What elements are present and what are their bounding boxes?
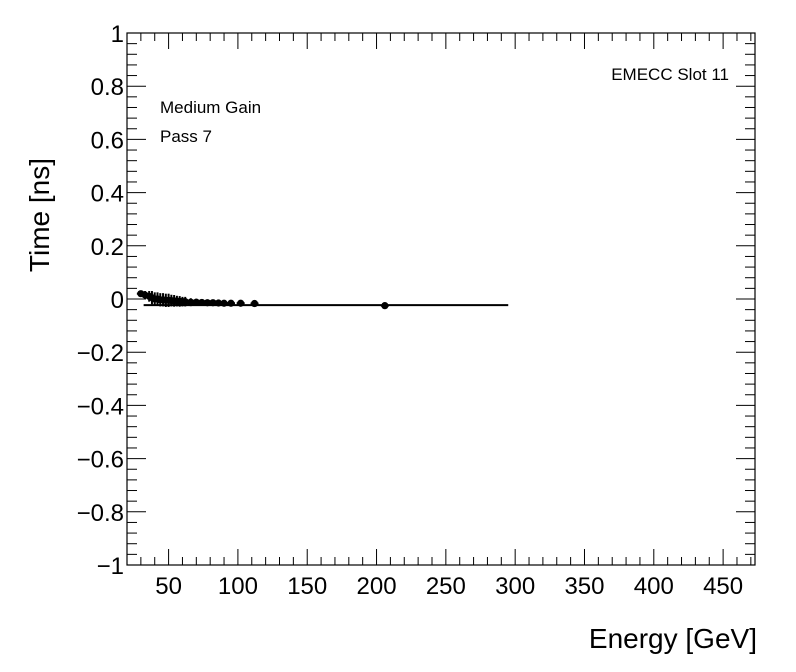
data-point <box>209 299 217 307</box>
x-axis-title: Energy [GeV] <box>589 623 757 654</box>
data-point <box>187 298 195 306</box>
y-axis-title: Time [ns] <box>24 158 55 272</box>
data-point <box>250 299 259 308</box>
x-tick-label: 150 <box>287 573 327 600</box>
x-tick-label: 300 <box>495 573 535 600</box>
x-tick-label: 200 <box>357 573 397 600</box>
data-point <box>198 298 206 307</box>
data-series <box>136 290 509 310</box>
y-tick-label: 1 <box>111 21 124 48</box>
slot-label: EMECC Slot 11 <box>611 65 729 84</box>
data-point <box>203 299 212 307</box>
y-tick-label: 0.8 <box>91 74 124 101</box>
x-tick-label: 350 <box>564 573 604 600</box>
data-point <box>381 302 389 310</box>
y-tick-label: −0.8 <box>77 500 124 527</box>
data-point <box>227 299 235 307</box>
data-point <box>192 298 200 306</box>
x-tick-label: 100 <box>218 573 258 600</box>
axis-ticks <box>127 32 755 566</box>
data-point <box>237 299 245 307</box>
x-tick-label: 400 <box>634 573 674 600</box>
y-tick-label: −0.4 <box>77 393 124 420</box>
data-point <box>220 299 228 307</box>
pass-label: Pass 7 <box>160 127 212 146</box>
x-tick-label: 450 <box>703 573 743 600</box>
gain-label: Medium Gain <box>160 98 261 117</box>
x-tick-label: 250 <box>426 573 466 600</box>
x-tick-label: 50 <box>155 573 182 600</box>
y-tick-label: 0.4 <box>91 181 124 208</box>
data-point <box>181 298 189 306</box>
y-tick-labels: −1 −0.8 −0.6 −0.4 −0.2 0 0.2 0.4 0.6 0.8 1 <box>77 21 124 580</box>
y-tick-label: 0.6 <box>91 127 124 154</box>
y-tick-label: 0.2 <box>91 234 124 261</box>
y-tick-label: −1 <box>97 553 124 580</box>
x-tick-labels: 50 100 150 200 250 300 350 400 450 <box>155 573 743 600</box>
data-point <box>214 299 223 307</box>
y-tick-label: −0.6 <box>77 447 124 474</box>
y-tick-label: 0 <box>111 287 124 314</box>
y-tick-label: −0.2 <box>77 340 124 367</box>
